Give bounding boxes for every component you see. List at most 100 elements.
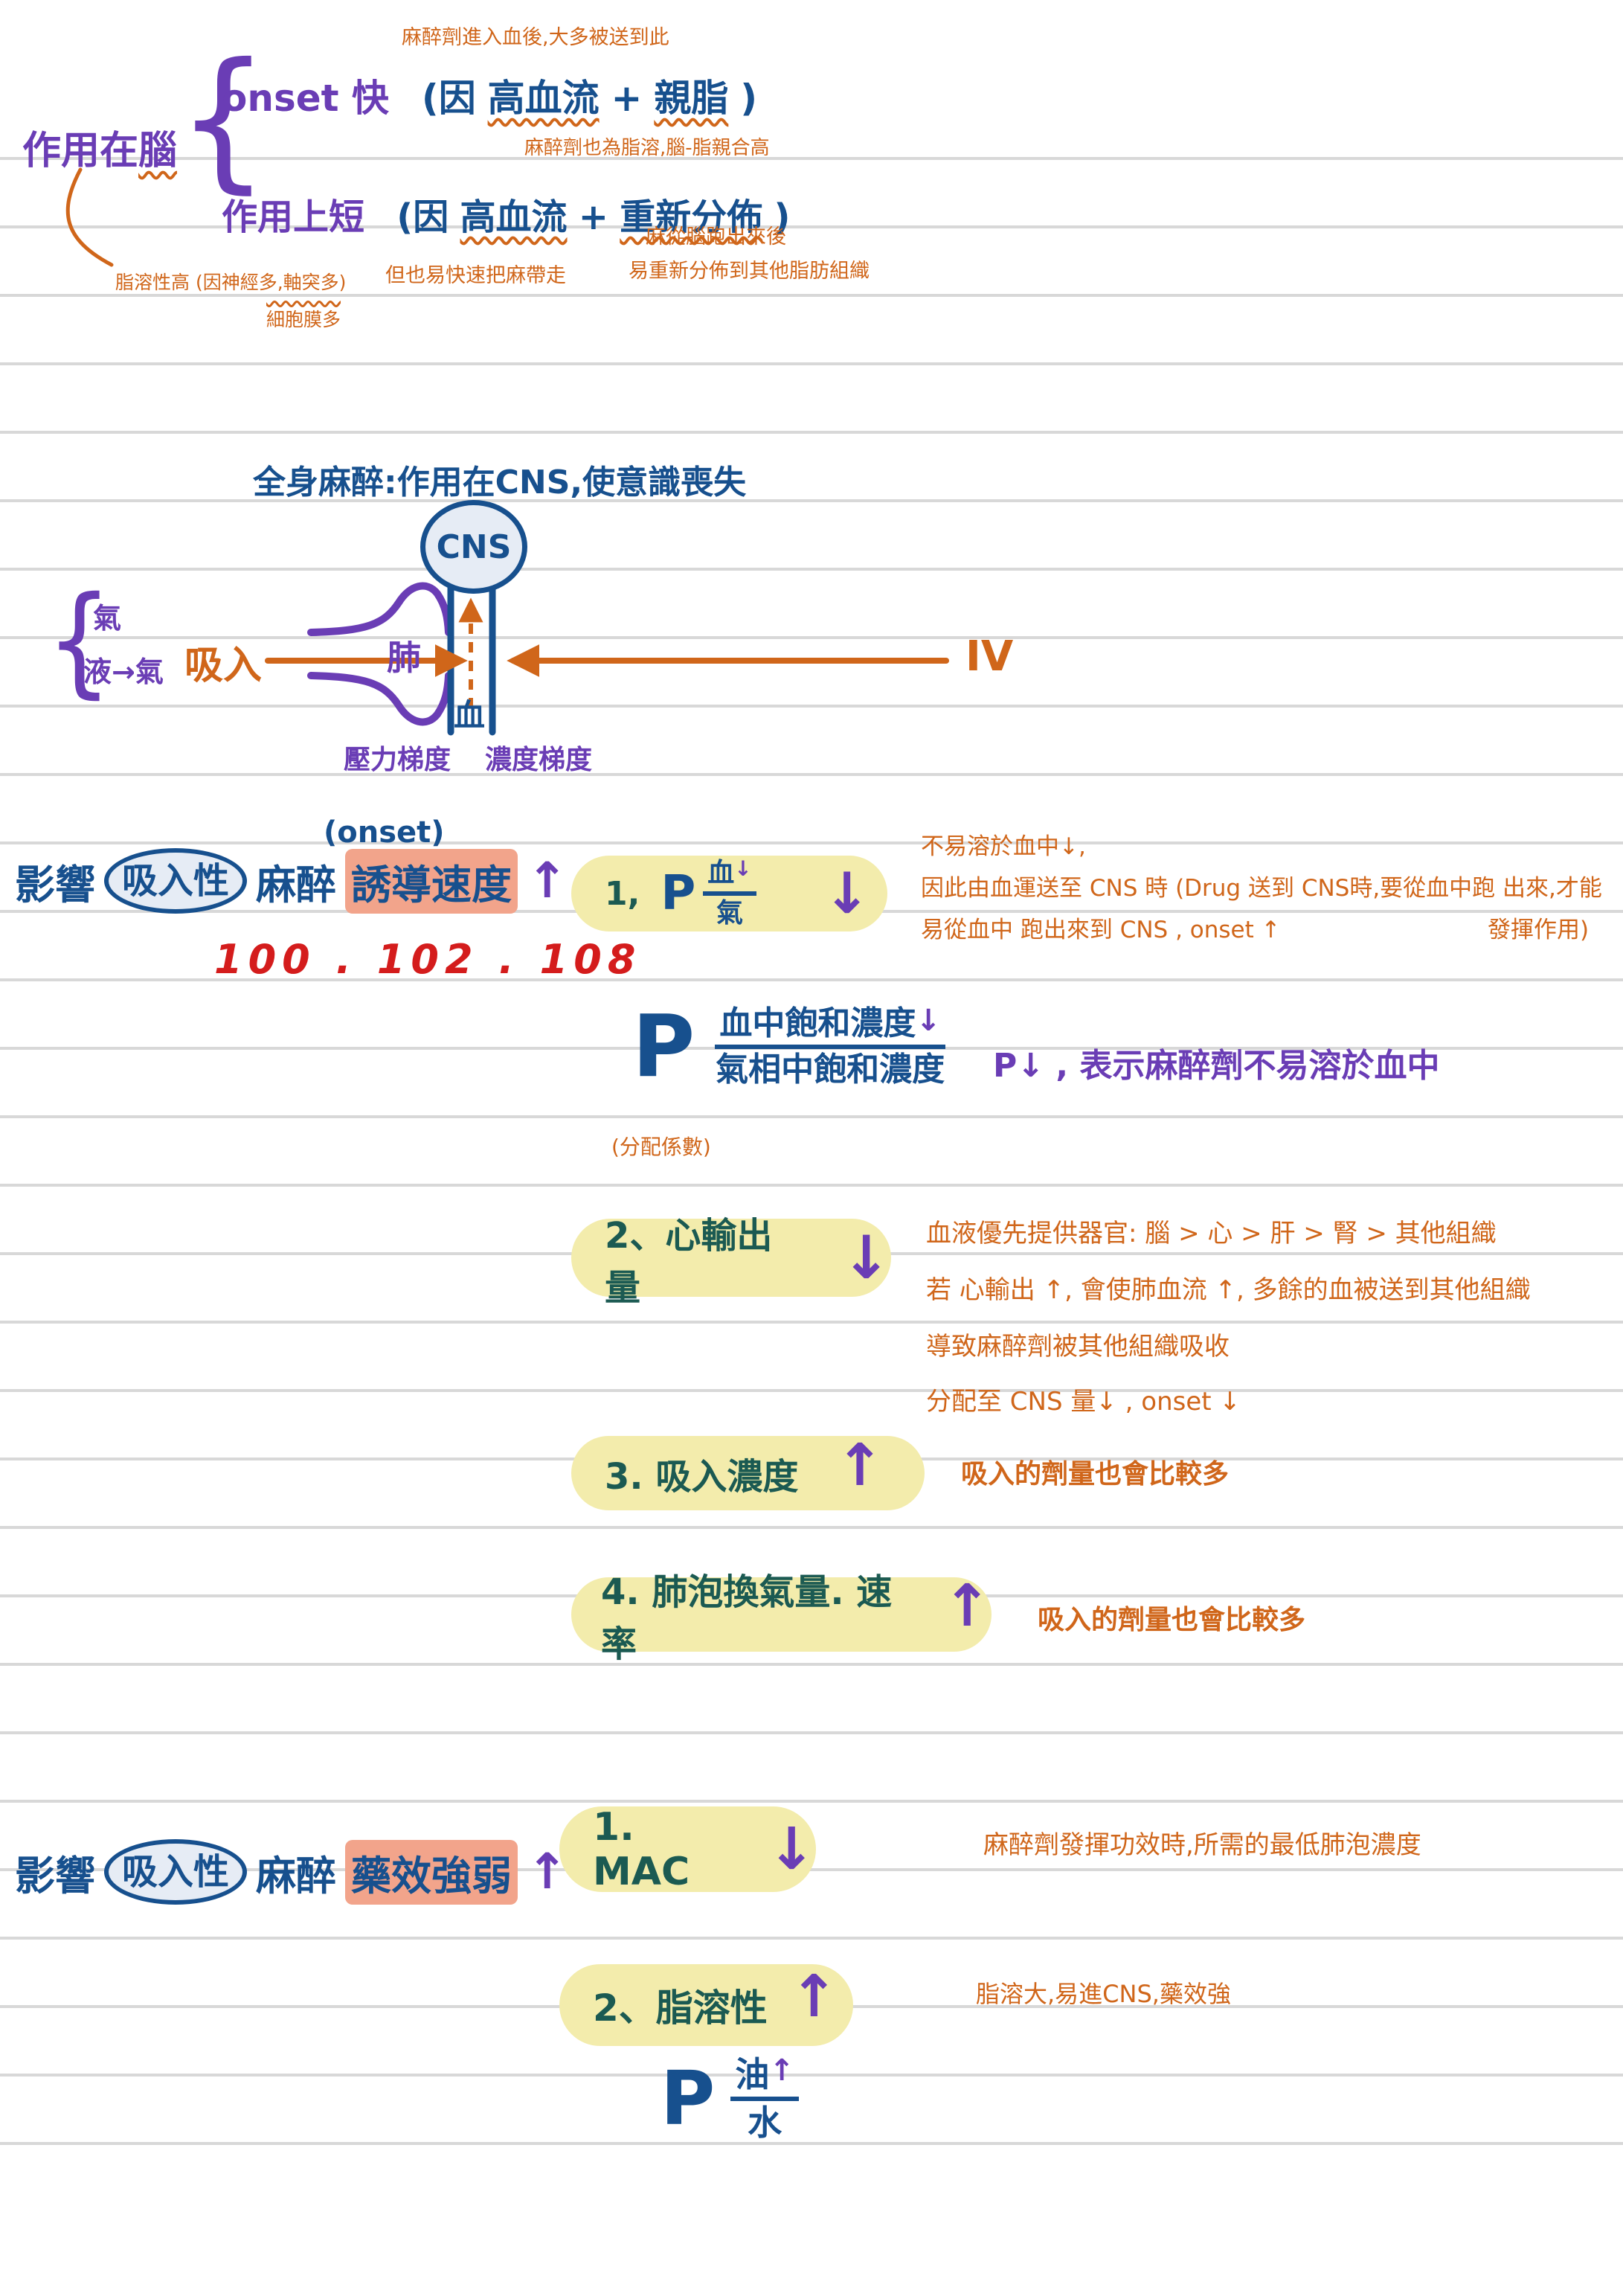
potency-title-influence: 影響: [15, 1852, 95, 1899]
item1-number: 1,: [605, 874, 640, 913]
cns-node: CNS: [420, 500, 527, 594]
item1-note-3-right: 發揮作用): [1488, 917, 1590, 943]
item2-label: 2、心輸出量: [605, 1214, 773, 1309]
item1-fraction: 血 ↓ 氣: [703, 859, 756, 928]
page-refs: 100 . 102 . 108: [214, 936, 642, 983]
ga-title: 全身麻醉:作用在CNS,使意識喪失: [253, 464, 747, 501]
potency-title-circled: 吸入性: [104, 1839, 248, 1905]
item4-label: 4. 肺泡換氣量. 速率: [601, 1571, 893, 1665]
onset-reason-close: ): [740, 77, 758, 120]
onset-sublabel: (onset): [324, 815, 445, 850]
oil-water-p-symbol: P: [661, 2055, 716, 2142]
phase-gas-label: 氣: [93, 602, 122, 635]
onset-reason-open: (因: [421, 77, 476, 120]
oil-water-frac-top: 油: [735, 2053, 770, 2094]
lung-label: 肺: [387, 638, 421, 678]
potency-title: 影響 吸入性 麻醉 藥效強弱 ↑: [15, 1839, 568, 1905]
lipid-solubility-up-arrow: ↑: [789, 1963, 839, 2030]
induction-title-influence: 影響: [15, 861, 95, 908]
mac-down-arrow: ↓: [767, 1815, 816, 1883]
item3-label: 3. 吸入濃度: [605, 1456, 799, 1498]
onset-fast-label: onset 快: [222, 77, 389, 120]
phase-liquid-label: 液→氣: [83, 655, 164, 688]
item1-frac-top-arrow: ↓: [734, 856, 752, 882]
item1-note-1: 不易溶於血中↓,: [921, 833, 1086, 860]
partition-note: P↓ , 表示麻醉劑不易溶於血中: [993, 1047, 1440, 1085]
partition-p-symbol: P: [632, 997, 695, 1097]
partition-fraction: 血中飽和濃度 ↓ 氣相中飽和濃度: [715, 1003, 945, 1088]
anesthesia-route-diagram: [265, 581, 949, 736]
short-action-label: 作用上短: [222, 196, 365, 238]
brain-label-pre: 作用在: [22, 129, 139, 173]
onset-reason-plus: +: [611, 77, 643, 120]
potency-title-anesthesia: 麻醉: [256, 1852, 337, 1899]
item2-note-4: 分配至 CNS 量↓ , onset ↓: [926, 1387, 1241, 1417]
potency-title-highlight: 藥效強弱: [345, 1839, 518, 1905]
induction-title-up-arrow: ↑: [527, 852, 568, 909]
partition-label: (分配係數): [611, 1135, 711, 1159]
partition-numerator-arrow: ↓: [916, 1003, 941, 1038]
partition-formula: P 血中飽和濃度 ↓ 氣相中飽和濃度: [632, 997, 945, 1097]
partition-numerator: 血中飽和濃度: [719, 1004, 916, 1042]
induction-title-anesthesia: 麻醉: [256, 861, 337, 908]
short-note-left: 但也易快速把麻帶走: [385, 264, 566, 287]
item1-down-arrow: ↓: [823, 860, 871, 926]
short-reason-redist: 重新分佈: [620, 196, 763, 238]
brain-branch-onset: onset 快 (因 高血流 + 親脂 ): [222, 68, 757, 122]
brain-label: 作用在腦: [22, 119, 177, 175]
item1-note-3: 易從血中 跑出來到 CNS , onset ↑: [921, 917, 1281, 943]
brain-footnote-arrow: [65, 167, 114, 267]
short-note-right-1: 麻從腦跑出來後: [646, 225, 786, 248]
ruled-lines: [0, 92, 1623, 2154]
induction-title: 影響 吸入性 麻醉 誘導速度 ↑: [15, 848, 568, 914]
mac-label: 1. MAC: [593, 1804, 690, 1894]
iv-label: IV: [965, 632, 1014, 681]
induction-item2-pill: 2、心輸出量 ↓: [571, 1215, 891, 1309]
brain-label-last: 腦: [138, 129, 178, 173]
item1-note-2: 因此由血運送至 CNS 時 (Drug 送到 CNS時,要從血中跑 出來,才能: [921, 875, 1602, 902]
item2-note-3: 導致麻醉劑被其他組織吸收: [926, 1332, 1230, 1362]
brain-footnote-2: 細胞膜多: [266, 309, 341, 330]
concentration-gradient-label: 濃度梯度: [485, 745, 593, 775]
lipid-solubility-note: 脂溶大,易進CNS,藥效強: [976, 1980, 1231, 2008]
inhale-label: 吸入: [184, 644, 263, 688]
item1-p-symbol: P: [661, 866, 696, 921]
mac-note: 麻醉劑發揮功效時,所需的最低肺泡濃度: [983, 1830, 1421, 1860]
item1-frac-bottom: 氣: [716, 898, 743, 929]
pressure-gradient-label: 壓力梯度: [344, 745, 451, 775]
induction-item4-pill: 4. 肺泡換氣量. 速率 ↑: [571, 1571, 992, 1665]
onset-reason-blood: 高血流: [487, 77, 600, 120]
brain-brace: {: [177, 30, 270, 208]
oil-water-frac-bottom: 水: [748, 2102, 782, 2143]
induction-title-highlight: 誘導速度: [345, 848, 518, 914]
item2-note-1: 血液優先提供器官: 腦 > 心 > 肝 > 腎 > 其他組織: [926, 1219, 1497, 1248]
oil-water-frac-top-arrow: ↑: [769, 2053, 794, 2088]
phase-brace: {: [46, 571, 113, 711]
induction-title-circled: 吸入性: [104, 848, 248, 914]
item4-note: 吸入的劑量也會比較多: [1038, 1605, 1306, 1635]
potency-item1-pill: 1. MAC ↓: [559, 1804, 816, 1894]
item2-note-2: 若 心輸出 ↑, 會使肺血流 ↑, 多餘的血被送到其他組織: [926, 1275, 1531, 1305]
lung-funnel-bottom: [307, 672, 452, 726]
lung-funnel-top: [307, 582, 452, 636]
short-reason-blood: 高血流: [460, 196, 568, 238]
brain-top-note: 麻醉劑進入血後,大多被送到此: [402, 26, 669, 49]
short-reason-open: (因: [396, 196, 449, 238]
item4-up-arrow: ↑: [942, 1573, 992, 1640]
brain-branch-short: 作用上短 (因 高血流 + 重新分佈 ): [222, 187, 790, 240]
partition-denominator: 氣相中飽和濃度: [716, 1051, 945, 1088]
induction-item1-pill: 1, P 血 ↓ 氣 ↓: [571, 856, 887, 931]
potency-item2-pill: 2、脂溶性 ↑: [559, 1964, 853, 2046]
oil-water-fraction: 油 ↑ 水: [730, 2056, 799, 2141]
item3-note: 吸入的劑量也會比較多: [961, 1459, 1230, 1489]
blood-label: 血: [454, 697, 486, 734]
item2-down-arrow: ↓: [841, 1222, 891, 1292]
oil-water-formula: P 油 ↑ 水: [661, 2055, 799, 2142]
onset-reason-lipid: 親脂: [654, 77, 729, 120]
induction-item3-pill: 3. 吸入濃度 ↑: [571, 1436, 925, 1510]
short-reason-close: ): [774, 196, 791, 238]
short-note-right-2: 易重新分佈到其他脂肪組織: [629, 260, 870, 283]
brain-footnote-1: 脂溶性高 (因神經多,軸突多): [115, 272, 347, 293]
item3-up-arrow: ↑: [835, 1432, 884, 1499]
